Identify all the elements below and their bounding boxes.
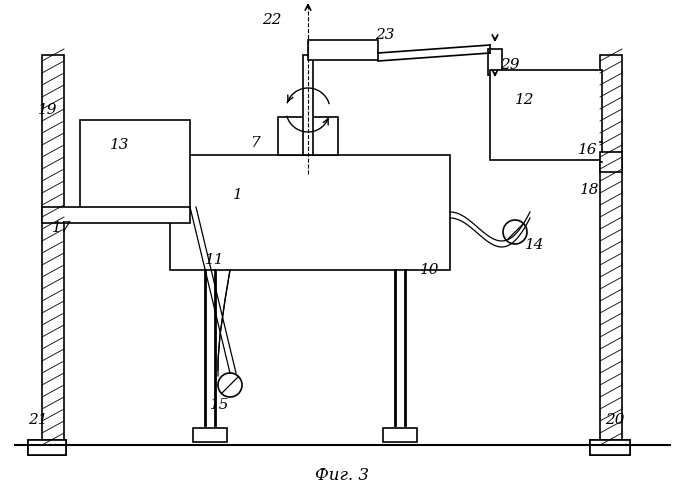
Bar xyxy=(600,152,622,172)
Text: 7: 7 xyxy=(250,136,260,150)
Bar xyxy=(278,117,338,155)
Text: 11: 11 xyxy=(205,253,225,267)
Text: 16: 16 xyxy=(578,143,598,157)
Bar xyxy=(42,207,190,223)
Bar xyxy=(170,155,450,270)
Text: 20: 20 xyxy=(605,413,624,427)
Text: 1: 1 xyxy=(233,188,243,202)
Bar xyxy=(590,440,630,455)
Bar xyxy=(490,70,602,160)
Text: 22: 22 xyxy=(262,13,282,27)
Text: 12: 12 xyxy=(515,93,535,107)
Bar xyxy=(590,440,630,455)
Text: 15: 15 xyxy=(210,398,230,412)
Text: 10: 10 xyxy=(420,263,440,277)
Bar xyxy=(28,440,66,455)
Text: 14: 14 xyxy=(525,238,544,252)
Text: 23: 23 xyxy=(376,28,395,42)
Text: 21: 21 xyxy=(28,413,48,427)
Text: 17: 17 xyxy=(52,221,72,235)
Bar xyxy=(42,55,64,445)
Bar xyxy=(303,55,313,155)
Text: 19: 19 xyxy=(38,103,57,117)
Text: 29: 29 xyxy=(500,58,520,72)
Bar xyxy=(28,440,66,455)
Bar xyxy=(308,40,378,60)
Bar xyxy=(600,55,622,445)
Bar xyxy=(80,120,190,210)
Bar xyxy=(488,49,502,75)
Bar xyxy=(383,428,417,442)
Text: Фиг. 3: Фиг. 3 xyxy=(315,466,369,483)
Text: 13: 13 xyxy=(110,138,130,152)
Text: 18: 18 xyxy=(580,183,600,197)
Bar xyxy=(193,428,227,442)
